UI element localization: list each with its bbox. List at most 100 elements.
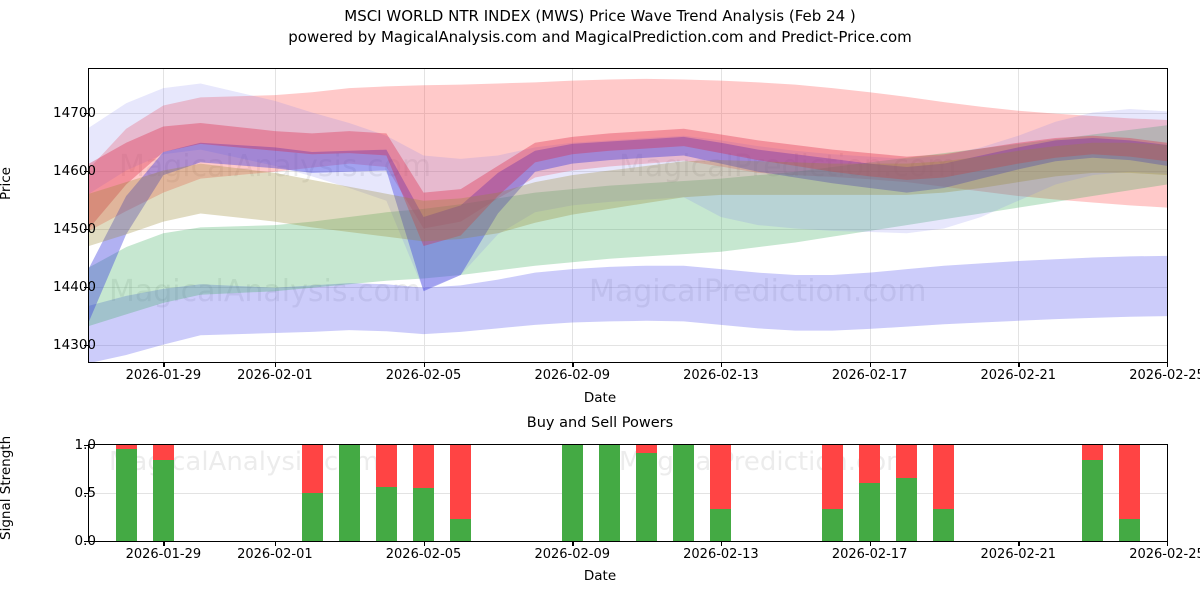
- price-xtick-label: 2026-02-17: [831, 368, 908, 383]
- signal-xtick-label: 2026-02-01: [237, 547, 313, 562]
- signal-bar: [636, 445, 658, 541]
- signal-xtick-label: 2026-02-21: [980, 547, 1057, 562]
- sell-power-segment: [375, 445, 397, 488]
- signal-bar: [821, 445, 843, 541]
- price-ytick-label: 14700: [53, 104, 96, 121]
- price-gridline-v-2: [423, 69, 425, 362]
- buy-power-segment: [636, 452, 658, 541]
- signal-xtick-mark: [869, 542, 871, 546]
- signal-xtick-label: 2026-02-17: [831, 547, 908, 562]
- price-ytick-label: 14600: [53, 162, 96, 179]
- sell-power-segment: [710, 445, 732, 510]
- sell-power-segment: [636, 445, 658, 453]
- buy-power-segment: [413, 488, 435, 541]
- page-title: MSCI WORLD NTR INDEX (MWS) Price Wave Tr…: [0, 6, 1200, 48]
- signal-axis-x-label: Date: [583, 568, 617, 584]
- signal-bar: [673, 445, 695, 541]
- sell-power-segment: [896, 445, 918, 478]
- price-xtick-mark: [274, 363, 277, 367]
- price-xtick-mark: [423, 363, 425, 367]
- signal-ytick-mark: [84, 493, 88, 495]
- price-xtick-label: 2026-01-29: [125, 368, 202, 383]
- signal-bar: [710, 445, 732, 541]
- price-band-green-band: [89, 125, 1167, 327]
- signal-bar: [1082, 445, 1104, 541]
- sell-power-segment: [413, 445, 435, 489]
- buy-power-segment: [1119, 518, 1141, 541]
- buy-power-segment: [821, 509, 843, 541]
- sell-power-segment: [450, 445, 472, 519]
- price-gridline-v-6: [1018, 69, 1020, 362]
- buy-power-segment: [896, 477, 918, 541]
- price-gridline-v-3: [572, 69, 574, 362]
- price-gridline-h-1: [89, 286, 1167, 288]
- price-xtick-mark: [1167, 363, 1169, 367]
- buy-power-segment: [673, 445, 695, 541]
- price-axis-x-label: Date: [583, 390, 617, 406]
- price-ytick-mark: [84, 112, 88, 114]
- signal-bar: [413, 445, 435, 541]
- buy-power-segment: [152, 460, 174, 541]
- signal-xtick-mark: [720, 542, 723, 546]
- signal-bar: [1119, 445, 1141, 541]
- price-gridline-h-3: [89, 170, 1167, 172]
- sell-power-segment: [859, 445, 881, 484]
- signal-bar: [115, 445, 137, 541]
- signal-xtick-mark: [1167, 542, 1169, 546]
- signal-xtick-label: 2026-02-09: [534, 547, 611, 562]
- price-xtick-mark: [1018, 363, 1020, 367]
- signal-bar: [338, 445, 360, 541]
- sell-power-segment: [1119, 445, 1141, 519]
- signal-xtick-mark: [163, 542, 165, 546]
- buy-power-segment: [450, 518, 472, 541]
- chart-title-line-1: MSCI WORLD NTR INDEX (MWS) Price Wave Tr…: [344, 7, 856, 25]
- buy-sell-powers-plot: MagicalAnalysis.com MagicalPrediction.com: [88, 444, 1168, 542]
- signal-bar: [152, 445, 174, 541]
- sell-power-segment: [152, 445, 174, 461]
- signal-xtick-label: 2026-02-25: [1129, 547, 1200, 562]
- signal-ytick-mark: [84, 541, 88, 543]
- price-ytick-mark: [84, 170, 88, 172]
- signal-xtick-label: 2026-02-13: [683, 547, 759, 562]
- price-band-svg: [89, 78, 1167, 362]
- price-band-upper-light-blue-band: [89, 83, 1167, 291]
- price-xtick-mark: [720, 363, 723, 367]
- price-xtick-label: 2026-02-25: [1129, 368, 1200, 383]
- signal-bar: [933, 445, 955, 541]
- price-xtick-mark: [572, 363, 574, 367]
- price-gridline-h-0: [89, 344, 1167, 346]
- price-xtick-label: 2026-02-05: [385, 368, 462, 383]
- signal-xtick-mark: [423, 542, 425, 546]
- sell-power-segment: [821, 445, 843, 510]
- buy-power-segment: [115, 448, 137, 541]
- sell-power-segment: [1082, 445, 1104, 461]
- buy-power-segment: [1082, 460, 1104, 541]
- price-ytick-mark: [84, 228, 88, 230]
- price-ytick-mark: [84, 286, 88, 288]
- chart-title-line-2: powered by MagicalAnalysis.com and Magic…: [288, 28, 912, 46]
- price-band-olive-overlay-band: [89, 142, 1167, 246]
- price-xtick-label: 2026-02-21: [980, 368, 1057, 383]
- price-gridline-v-4: [720, 69, 722, 362]
- signal-xtick-label: 2026-01-29: [125, 547, 202, 562]
- signal-ytick-label: 1.0: [74, 437, 96, 453]
- price-gridline-v-5: [869, 69, 871, 362]
- buy-power-segment: [859, 483, 881, 541]
- signal-bar: [896, 445, 918, 541]
- price-ytick-label: 14500: [53, 220, 96, 237]
- signal-bar: [301, 445, 323, 541]
- signal-chart-title: Buy and Sell Powers: [526, 415, 674, 431]
- buy-power-segment: [598, 445, 620, 541]
- signal-bar: [375, 445, 397, 541]
- buy-power-segment: [933, 509, 955, 541]
- sell-power-segment: [301, 445, 323, 493]
- price-gridline-h-4: [89, 112, 1167, 114]
- price-xtick-label: 2026-02-09: [534, 368, 611, 383]
- price-ytick-label: 14400: [53, 278, 96, 295]
- signal-gridline-h-1: [89, 493, 1167, 494]
- sell-power-segment: [115, 445, 137, 449]
- price-gridline-v-0: [163, 69, 165, 362]
- price-xtick-mark: [163, 363, 165, 367]
- signal-xtick-mark: [274, 542, 277, 546]
- price-wave-plot: MagicalAnalysis.com MagicalPrediction.com…: [88, 68, 1168, 363]
